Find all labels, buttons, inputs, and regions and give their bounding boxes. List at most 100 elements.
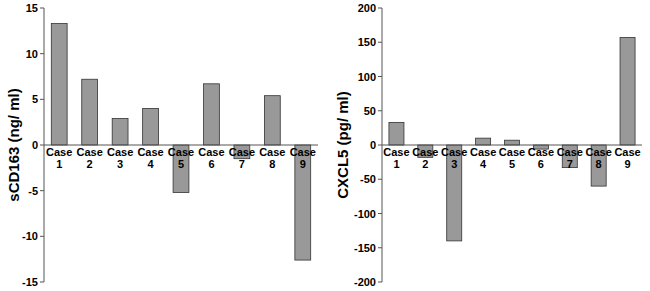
x-tick-label-line: 5 [178, 158, 184, 170]
x-tick-label: Case8 [586, 146, 612, 170]
x-tick-label-line: 9 [624, 158, 630, 170]
y-tick [40, 236, 44, 237]
y-tick-label: 100 [358, 71, 376, 83]
x-tick-label-line: Case [259, 146, 285, 158]
x-tick-label-line: 4 [480, 158, 487, 170]
bar [504, 140, 519, 145]
y-tick [378, 282, 382, 283]
y-tick-label: -5 [28, 185, 38, 197]
x-tick-label-line: Case [412, 146, 438, 158]
x-tick-label-line: 2 [87, 158, 93, 170]
x-tick-label-line: Case [614, 146, 640, 158]
y-tick [378, 8, 382, 9]
x-tick-label: Case3 [107, 146, 133, 170]
y-tick-label: -50 [360, 173, 376, 185]
y-tick [40, 53, 44, 54]
y-tick [378, 247, 382, 248]
y-tick-label: 10 [26, 48, 38, 60]
x-tick-label-line: Case [77, 146, 103, 158]
x-tick-label-line: Case [290, 146, 316, 158]
y-tick-label: 0 [370, 139, 376, 151]
x-tick-label: Case3 [441, 146, 467, 170]
x-tick-label: Case1 [383, 146, 409, 170]
x-tick-label: Case8 [259, 146, 285, 170]
bar [389, 122, 404, 145]
y-tick-label: -15 [22, 276, 38, 288]
bar [51, 24, 67, 145]
y-tick-label: 5 [32, 93, 38, 105]
x-tick-label: Case5 [168, 146, 194, 170]
x-tick-label: Case7 [229, 146, 255, 170]
y-tick [40, 145, 44, 146]
x-tick-label: Case5 [499, 146, 525, 170]
x-tick-label-line: Case [441, 146, 467, 158]
x-tick-label-line: 4 [147, 158, 154, 170]
x-tick-label-line: 1 [393, 158, 399, 170]
x-tick-label: Case9 [614, 146, 640, 170]
x-tick-label: Case6 [198, 146, 224, 170]
bar [447, 145, 462, 241]
y-tick [40, 99, 44, 100]
x-tick-label: Case4 [470, 146, 496, 170]
y-tick-label: -10 [22, 230, 38, 242]
x-tick-label-line: Case [229, 146, 255, 158]
y-tick-label: 200 [358, 2, 376, 14]
y-axis-label: sCD163 (ng/ ml) [5, 88, 22, 201]
x-tick-label-line: 7 [567, 158, 573, 170]
bar [82, 79, 98, 145]
bar [143, 108, 159, 145]
x-tick-label-line: 3 [451, 158, 457, 170]
x-tick-label-line: Case [499, 146, 525, 158]
y-tick-label: -150 [354, 242, 376, 254]
y-tick-label: 150 [358, 36, 376, 48]
x-tick-label: Case7 [557, 146, 583, 170]
y-tick [378, 110, 382, 111]
y-tick [378, 179, 382, 180]
y-tick [378, 213, 382, 214]
x-tick-label-line: Case [137, 146, 163, 158]
y-tick [40, 282, 44, 283]
x-tick-label-line: Case [168, 146, 194, 158]
x-tick-label-line: 5 [509, 158, 515, 170]
x-tick-label: Case1 [46, 146, 72, 170]
y-tick-label: -200 [354, 276, 376, 288]
x-tick-label: Case2 [412, 146, 438, 170]
x-tick-label-line: Case [528, 146, 554, 158]
y-tick [40, 8, 44, 9]
bar [264, 96, 280, 145]
x-tick-label: Case9 [290, 146, 316, 170]
x-tick-label-line: Case [383, 146, 409, 158]
x-tick-label-line: 8 [269, 158, 275, 170]
x-tick-label-line: 9 [300, 158, 306, 170]
bar [620, 37, 635, 145]
y-tick-label: 0 [32, 139, 38, 151]
x-tick-label-line: 8 [596, 158, 602, 170]
x-tick-label-line: 1 [56, 158, 62, 170]
x-tick-label-line: 6 [208, 158, 214, 170]
bars [51, 24, 310, 261]
x-tick-label-line: Case [198, 146, 224, 158]
x-tick-label-line: Case [107, 146, 133, 158]
x-tick-label-line: Case [470, 146, 496, 158]
y-tick-label: -100 [354, 208, 376, 220]
bar [295, 145, 311, 260]
bar [476, 138, 491, 145]
y-tick [378, 145, 382, 146]
x-tick-label-line: Case [557, 146, 583, 158]
x-tick-label-line: 2 [422, 158, 428, 170]
y-tick-label: 50 [364, 105, 376, 117]
x-tick-label-line: 7 [239, 158, 245, 170]
x-tick-label-line: Case [586, 146, 612, 158]
chart-panel: CXCL5 (pg/ ml)-200-150-100-5005010015020… [334, 2, 643, 288]
chart-root: sCD163 (ng/ ml)-15-10-5051015Case1Case2C… [0, 0, 650, 291]
y-tick-label: 15 [26, 2, 38, 14]
y-tick [378, 76, 382, 77]
x-tick-label-line: Case [46, 146, 72, 158]
x-tick-label: Case6 [528, 146, 554, 170]
y-tick [40, 190, 44, 191]
chart-panel: sCD163 (ng/ ml)-15-10-5051015Case1Case2C… [5, 2, 319, 288]
bar [112, 119, 128, 145]
bar [204, 84, 220, 145]
bars [389, 37, 635, 240]
x-tick-label: Case4 [137, 146, 163, 170]
